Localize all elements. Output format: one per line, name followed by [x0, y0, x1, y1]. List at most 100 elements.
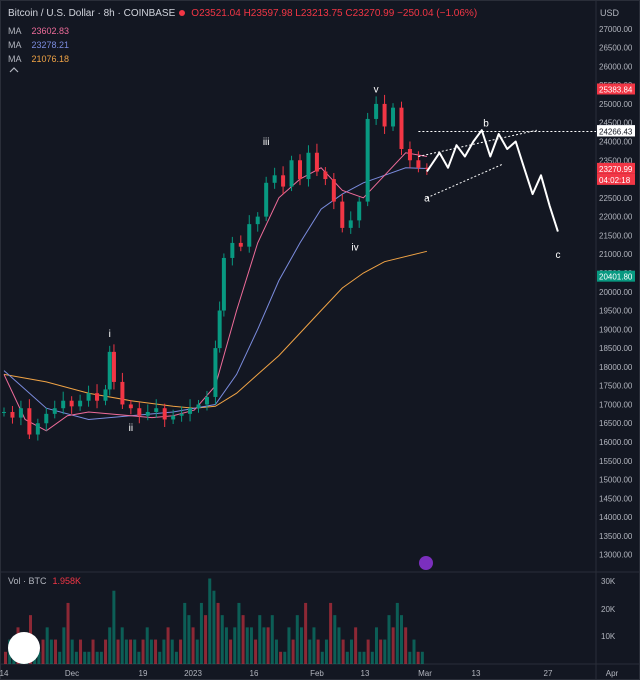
volume-bar — [249, 627, 253, 664]
x-tick-label: 19 — [139, 669, 148, 678]
collapse-chevron-icon[interactable] — [8, 66, 20, 74]
volume-tick-label: 10K — [601, 632, 616, 641]
y-tick-label: 14500.00 — [599, 494, 633, 503]
lightning-icon[interactable] — [419, 556, 433, 570]
ma-row-2[interactable]: MA 23278.21 — [8, 40, 69, 50]
y-tick-label: 21500.00 — [599, 231, 633, 240]
volume-bar — [291, 639, 295, 664]
volume-bar — [379, 639, 383, 664]
candle — [238, 242, 243, 247]
tradingview-logo[interactable] — [8, 632, 40, 664]
volume-bar — [162, 639, 166, 664]
candle — [331, 179, 336, 202]
volume-tick-label: 30K — [601, 577, 616, 586]
volume-bar — [408, 651, 412, 664]
volume-bar — [191, 627, 195, 664]
volume-bar — [229, 639, 233, 664]
channel-lower-line — [426, 163, 504, 199]
candle — [171, 415, 176, 420]
symbol-header: Bitcoin / U.S. Dollar · 8h · COINBASE O23… — [8, 8, 477, 19]
ma-label: MA — [8, 54, 22, 64]
volume-bar — [4, 651, 7, 664]
y-tick-label: 16500.00 — [599, 419, 633, 428]
y-tick-label: 17500.00 — [599, 382, 633, 391]
candle — [78, 400, 83, 407]
candle — [2, 411, 6, 413]
price-tag-text: 23270.99 — [599, 165, 633, 174]
volume-bar — [204, 615, 208, 664]
y-tick-label: 22000.00 — [599, 213, 633, 222]
candle — [306, 152, 311, 180]
candle — [128, 404, 133, 409]
volume-bar — [258, 615, 262, 664]
symbol-title[interactable]: Bitcoin / U.S. Dollar · 8h · COINBASE — [8, 8, 176, 19]
volume-bar — [37, 651, 41, 664]
y-tick-label: 16000.00 — [599, 438, 633, 447]
volume-bar — [370, 651, 374, 664]
wave-label: i — [109, 329, 111, 340]
candle — [374, 103, 379, 119]
y-tick-label: 21000.00 — [599, 250, 633, 259]
y-tick-label: 22500.00 — [599, 194, 633, 203]
projection-path — [426, 129, 559, 232]
candle — [52, 408, 57, 414]
price-tag-bg — [597, 83, 635, 95]
candle — [247, 224, 252, 247]
volume-bar — [270, 615, 274, 664]
y-tick-label: 23500.00 — [599, 156, 633, 165]
y-tick-label: 19500.00 — [599, 307, 633, 316]
candle — [120, 381, 125, 405]
volume-bar — [170, 639, 174, 664]
volume-bar — [158, 651, 162, 664]
candle — [162, 408, 167, 420]
y-tick-label: 13000.00 — [599, 551, 633, 560]
volume-bar — [183, 602, 187, 664]
currency-label[interactable]: USD — [600, 8, 620, 18]
x-tick-label: 2023 — [184, 669, 202, 678]
wave-label: ii — [129, 423, 133, 434]
volume-bar — [366, 639, 370, 664]
y-tick-label: 18000.00 — [599, 363, 633, 372]
volume-bar — [91, 639, 95, 664]
candle — [69, 400, 74, 407]
volume-bar — [329, 602, 333, 664]
volume-tick-label: 20K — [601, 605, 616, 614]
candle — [365, 118, 370, 202]
price-tag-text: 04:02:18 — [599, 176, 631, 185]
ma-row-3[interactable]: MA 21076.18 — [8, 54, 69, 64]
volume-bar — [395, 602, 399, 664]
volume-bar — [41, 639, 45, 664]
ma-row-1[interactable]: MA 23602.83 — [8, 26, 69, 36]
volume-bar — [283, 651, 287, 664]
market-status-icon — [179, 10, 186, 17]
candle — [111, 351, 116, 382]
candle — [188, 408, 193, 414]
volume-bar — [345, 651, 349, 664]
y-tick-label: 20000.00 — [599, 288, 633, 297]
volume-bar — [83, 651, 87, 664]
candle — [348, 220, 353, 228]
candle — [10, 411, 15, 418]
candle — [35, 423, 40, 435]
volume-bar — [374, 627, 378, 664]
volume-bar — [137, 651, 141, 664]
volume-bar — [112, 590, 116, 664]
change-value: −250.04 (−1.06%) — [397, 8, 478, 19]
y-tick-label: 27000.00 — [599, 25, 633, 34]
volume-bar — [262, 627, 266, 664]
volume-bar — [354, 627, 358, 664]
x-tick-label: Feb — [310, 669, 324, 678]
price-tag: 04:02:18 — [597, 173, 635, 185]
high-value: 23597.98 — [250, 8, 293, 19]
volume-bar — [237, 602, 241, 664]
x-tick-label: Mar — [418, 669, 432, 678]
volume-legend[interactable]: Vol · BTC 1.958K — [8, 576, 81, 586]
x-tick-label: 14 — [0, 669, 9, 678]
price-tag-text: 25383.84 — [599, 85, 633, 94]
volume-bar — [295, 615, 299, 664]
volume-bar — [274, 639, 278, 664]
volume-bar — [383, 639, 387, 664]
wave-label: b — [483, 118, 489, 129]
candle — [289, 160, 294, 187]
